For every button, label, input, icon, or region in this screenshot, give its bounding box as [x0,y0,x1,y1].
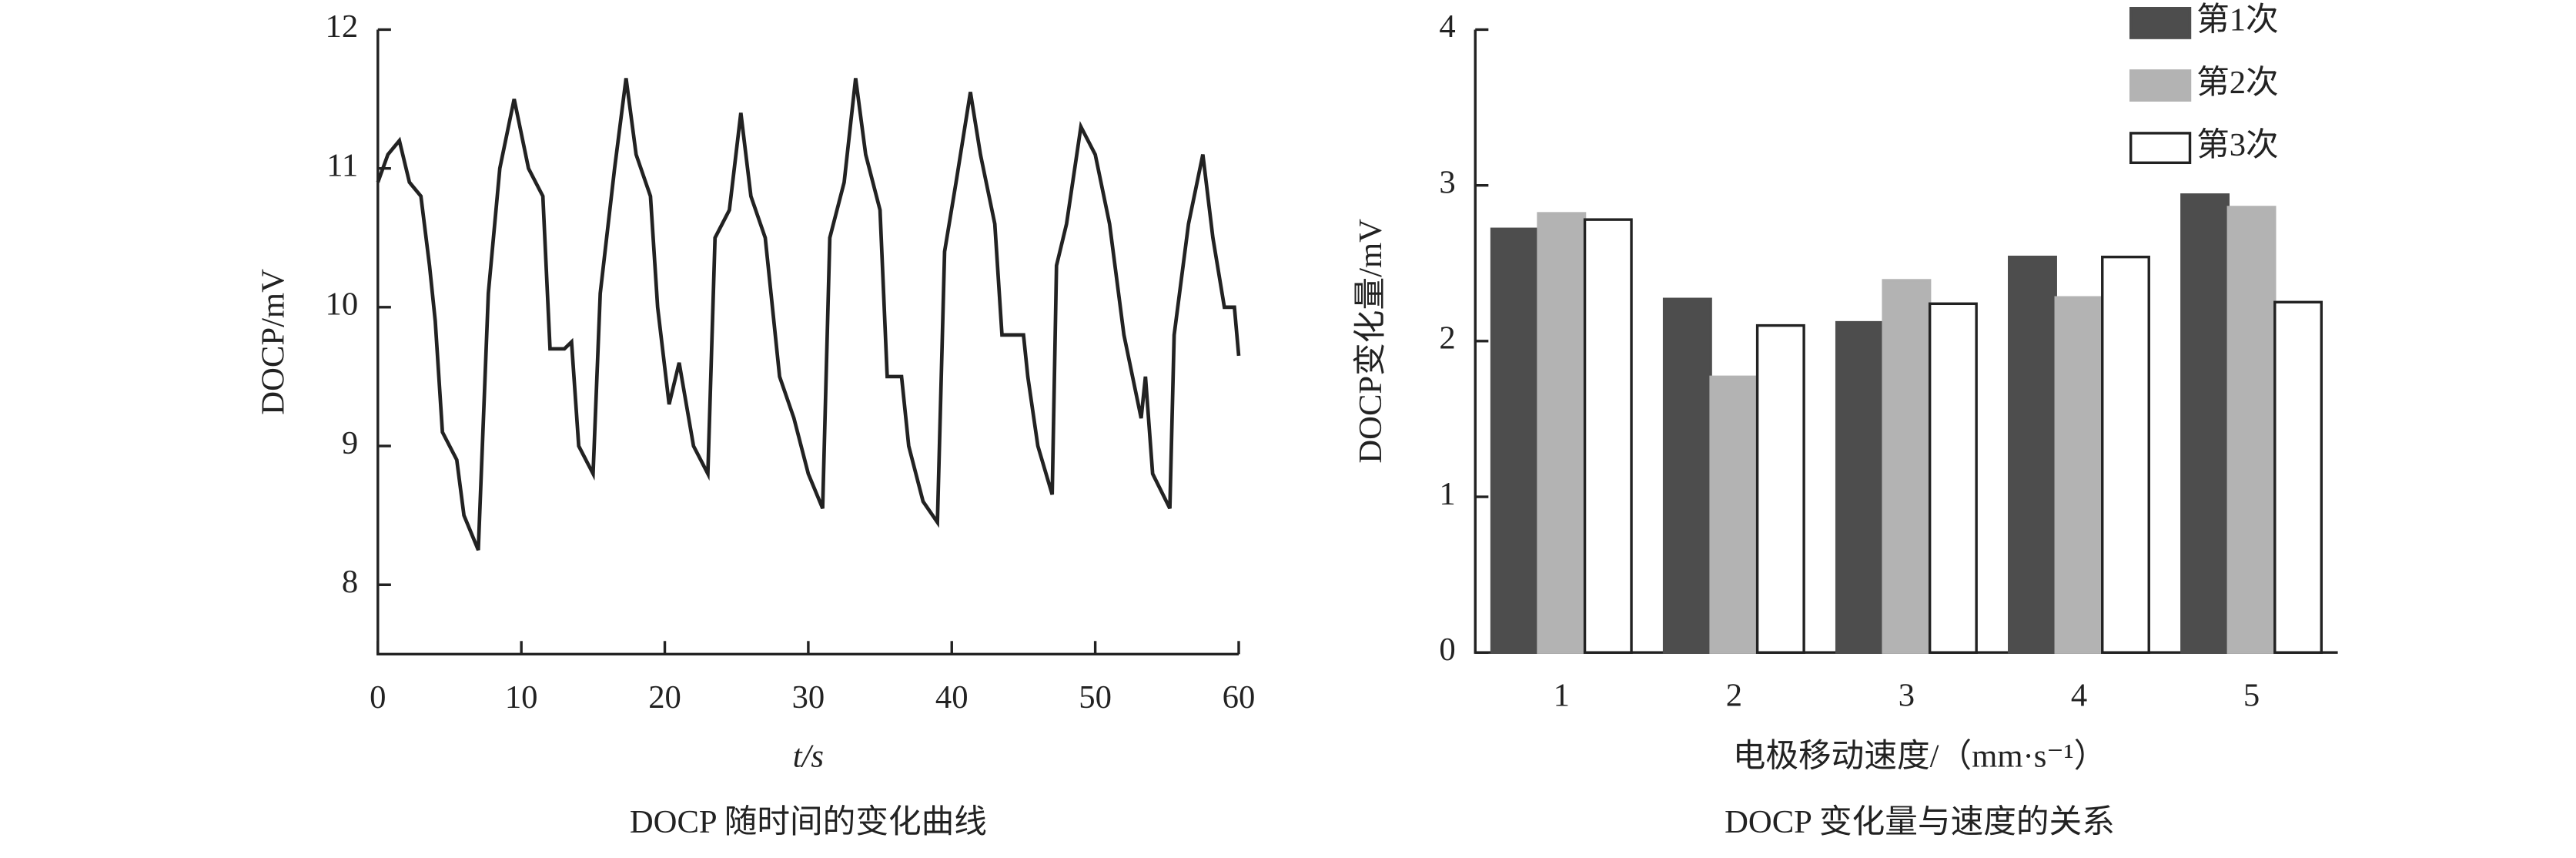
legend-swatch [2129,7,2192,39]
x-tick-label: 0 [370,679,386,716]
y-tick-label: 11 [326,147,358,183]
bar [2008,255,2057,654]
bar [1928,302,1978,654]
y-axis-label: DOCP变化量/mV [1352,219,1389,464]
x-tick-label: 20 [648,679,681,716]
bar [1583,218,1633,654]
x-tick-label: 1 [1554,678,1570,714]
x-axis-label: t/s [793,739,824,775]
chart-title: DOCP 随时间的变化曲线 [630,803,987,840]
legend-swatch [2129,69,2192,102]
y-tick-label: 1 [1439,476,1455,512]
bar [1882,279,1932,654]
x-tick-label: 2 [1726,678,1742,714]
bar [2180,193,2230,654]
legend-label: 第1次 [2196,2,2279,39]
y-tick-label: 3 [1439,164,1455,200]
bar [1537,212,1587,654]
y-tick-label: 8 [342,564,358,600]
x-tick-label: 3 [1899,678,1915,714]
x-tick-label: 10 [505,679,538,716]
bar [2273,300,2323,654]
y-tick-label: 9 [342,425,358,461]
legend-label: 第3次 [2196,127,2279,163]
axes [376,29,1239,656]
x-tick-label: 5 [2243,678,2260,714]
x-tick-label: 30 [792,679,825,716]
x-axis-label: 电极移动速度/（mm·s⁻¹） [1733,739,2107,775]
x-tick-label: 50 [1079,679,1112,716]
legend-swatch [2129,132,2192,165]
bar [1662,297,1712,654]
y-tick-label: 4 [1439,8,1455,45]
bar [1490,227,1540,654]
y-axis-label: DOCP/mV [255,269,291,415]
data-line [376,78,1241,551]
bar [2054,296,2104,654]
y-tick-label: 12 [326,8,359,45]
bar [2226,206,2277,654]
bar [2101,255,2150,654]
x-tick-label: 4 [2071,678,2087,714]
chart-title: DOCP 变化量与速度的关系 [1725,803,2115,840]
y-tick-label: 0 [1439,632,1455,668]
legend-label: 第2次 [2196,65,2279,101]
y-tick-label: 10 [326,287,359,323]
x-tick-label: 40 [935,679,969,716]
bar [1709,375,1759,654]
bar [1835,320,1885,654]
x-tick-label: 60 [1223,679,1256,716]
y-tick-label: 2 [1439,320,1455,357]
bar [1755,323,1805,654]
